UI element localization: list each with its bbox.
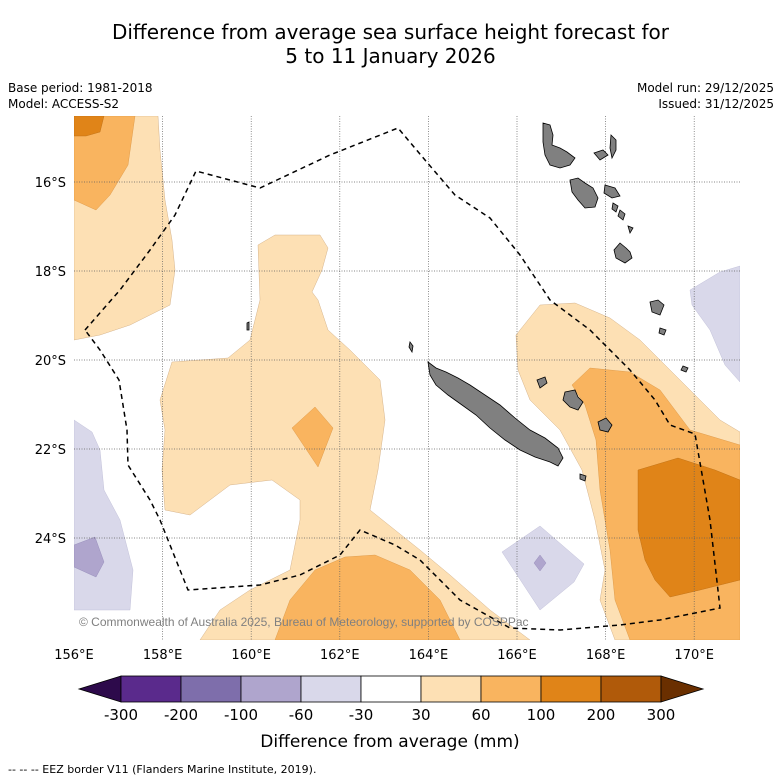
x-tick-158: 158°E (143, 648, 183, 663)
model-name: Model: ACCESS-S2 (8, 97, 120, 111)
colorbar-bin-2 (180, 675, 242, 703)
espiritu-santo (542, 122, 576, 169)
colorbar-bin-6 (420, 675, 482, 703)
colorbar-tick: 100 (527, 706, 556, 724)
colorbar-bin-1 (120, 675, 182, 703)
colorbar-bin-5 (360, 675, 422, 703)
colorbar-tick: 200 (587, 706, 616, 724)
issued-date: Issued: 31/12/2025 (658, 97, 774, 111)
colorbar-bin-3 (240, 675, 302, 703)
colorbar-bin-4 (300, 675, 362, 703)
y-tick-18s: 18°S (35, 265, 66, 280)
x-tick-168: 168°E (586, 648, 626, 663)
colorbar-label: Difference from average (mm) (260, 732, 519, 752)
x-tick-156: 156°E (54, 648, 94, 663)
x-axis-ticks: 156°E 158°E 160°E 162°E 164°E 166°E 168°… (54, 648, 714, 663)
eez-border (84, 127, 721, 631)
x-tick-170: 170°E (674, 648, 714, 663)
colorbar-ticks: -300 -200 -100 -60 -30 30 60 100 200 300 (104, 706, 675, 724)
x-tick-162: 162°E (320, 648, 360, 663)
colorbar-tick: -30 (349, 706, 374, 724)
map-plot-area: © Commonwealth of Australia 2025, Bureau… (74, 116, 740, 640)
gridlines (74, 116, 740, 640)
x-tick-166: 166°E (497, 648, 537, 663)
colorbar-bin-7 (480, 675, 542, 703)
colorbar-bin-8 (540, 675, 602, 703)
base-period: Base period: 1981-2018 (8, 81, 153, 95)
colorbar-tick: 60 (471, 706, 490, 724)
y-axis-ticks: 16°S 18°S 20°S 22°S 24°S (35, 176, 66, 547)
colorbar-over-arrow (660, 675, 705, 703)
x-tick-164: 164°E (409, 648, 449, 663)
x-tick-160: 160°E (231, 648, 271, 663)
colorbar-tick: -200 (164, 706, 198, 724)
colorbar-bin-9 (600, 675, 662, 703)
colorbar-tick: 30 (411, 706, 430, 724)
y-tick-20s: 20°S (35, 354, 66, 369)
title-line-1: Difference from average sea surface heig… (111, 20, 670, 44)
colorbar-tick: 300 (647, 706, 676, 724)
y-tick-22s: 22°S (35, 443, 66, 458)
land-masses (246, 122, 689, 482)
y-tick-24s: 24°S (35, 532, 66, 547)
colorbar-tick: -300 (104, 706, 138, 724)
colorbar-tick: -100 (224, 706, 258, 724)
model-run: Model run: 29/12/2025 (636, 81, 774, 95)
new-caledonia (427, 361, 564, 467)
y-tick-16s: 16°S (35, 176, 66, 191)
colorbar-under-arrow (77, 675, 122, 703)
colorbar-tick: -60 (289, 706, 314, 724)
copyright-note: © Commonwealth of Australia 2025, Bureau… (79, 615, 529, 629)
footer-note: -- -- -- EEZ border V11 (Flanders Marine… (8, 763, 317, 776)
title-line-2: 5 to 11 January 2026 (285, 44, 496, 68)
colorbar (77, 675, 705, 703)
